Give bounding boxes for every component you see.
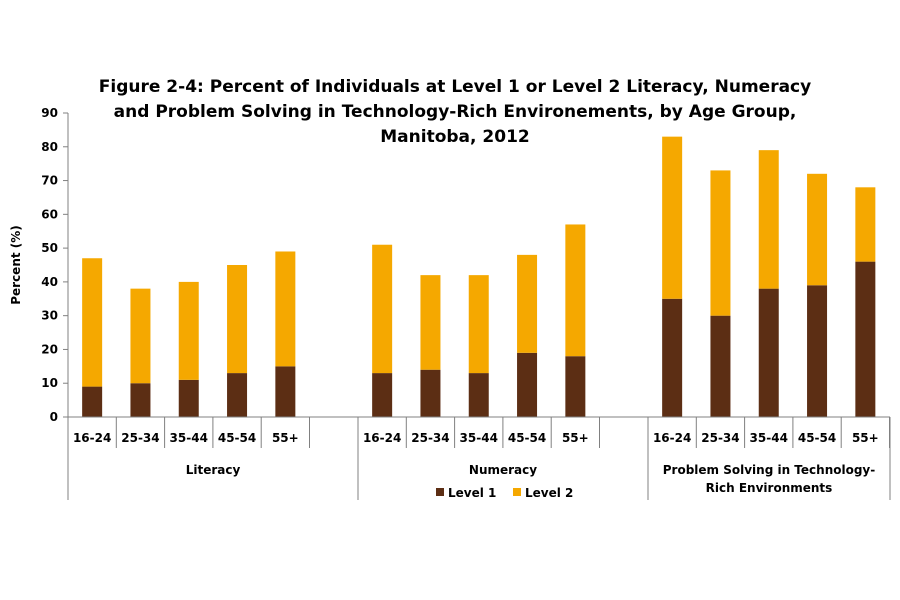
bar-level2 — [662, 136, 683, 299]
bar-level1 — [130, 383, 151, 417]
x-tick-label: 25-34 — [701, 431, 739, 445]
bar-level1 — [517, 352, 538, 417]
x-tick-label: 16-24 — [363, 431, 401, 445]
bar-level1 — [372, 373, 393, 417]
bar-level1 — [807, 285, 828, 417]
legend-label: Level 1 — [448, 486, 496, 500]
x-tick-label: 35-44 — [460, 431, 498, 445]
chart-title-line: Manitoba, 2012 — [380, 127, 529, 147]
x-tick-label: 35-44 — [170, 431, 208, 445]
y-tick-label: 50 — [41, 241, 58, 255]
x-group-label: Literacy — [186, 463, 241, 477]
bar-level2 — [710, 170, 731, 316]
y-tick-label: 40 — [41, 275, 58, 289]
y-tick-label: 60 — [41, 207, 58, 221]
bar-level2 — [420, 275, 441, 370]
x-tick-label: 16-24 — [653, 431, 691, 445]
bar-level2 — [758, 150, 779, 289]
plot-area — [82, 136, 876, 417]
bar-level1 — [855, 261, 876, 417]
bar-level1 — [178, 379, 199, 417]
x-tick-label: 16-24 — [73, 431, 111, 445]
bar-level2 — [275, 251, 296, 367]
y-tick-label: 20 — [41, 342, 58, 356]
bar-level2 — [807, 173, 828, 286]
x-tick-label: 55+ — [272, 431, 299, 445]
bar-level1 — [82, 386, 103, 417]
y-tick-label: 80 — [41, 140, 58, 154]
bar-level2 — [468, 275, 489, 374]
x-group-label: Numeracy — [469, 463, 537, 477]
x-tick-label: 55+ — [852, 431, 879, 445]
bar-level2 — [855, 187, 876, 262]
x-group-label: Problem Solving in Technology- — [663, 463, 876, 477]
y-axis-title: Percent (%) — [9, 225, 23, 305]
bar-level1 — [662, 298, 683, 417]
bar-level2 — [517, 254, 538, 353]
bar-level2 — [227, 265, 248, 374]
y-tick-label: 10 — [41, 376, 58, 390]
chart-title-line: Figure 2-4: Percent of Individuals at Le… — [99, 77, 811, 97]
bar-level2 — [372, 244, 393, 374]
y-axis: 0 10 20 30 40 50 60 70 80 90 Percent (%) — [9, 106, 69, 424]
bar-level2 — [178, 281, 199, 380]
x-tick-label: 55+ — [562, 431, 589, 445]
legend: Level 1 Level 2 — [436, 486, 573, 500]
bar-level1 — [420, 369, 441, 417]
x-group-label: Rich Environments — [706, 481, 833, 495]
chart-title-line: and Problem Solving in Technology-Rich E… — [114, 102, 797, 122]
x-tick-label: 25-34 — [121, 431, 159, 445]
x-tick-label: 45-54 — [218, 431, 256, 445]
bar-level1 — [275, 366, 296, 417]
x-tick-label: 45-54 — [508, 431, 546, 445]
bar-level2 — [82, 258, 103, 387]
bar-level2 — [565, 224, 586, 357]
legend-swatch — [436, 488, 444, 496]
chart-title: Figure 2-4: Percent of Individuals at Le… — [99, 77, 811, 147]
legend-swatch — [513, 488, 521, 496]
bar-level1 — [758, 288, 779, 417]
bar-level1 — [227, 373, 248, 417]
x-tick-label: 25-34 — [411, 431, 449, 445]
x-axis: 16-24 25-34 35-44 45-54 55+ Literacy 16-24 25-3… — [67, 416, 891, 500]
x-tick-label: 45-54 — [798, 431, 836, 445]
bar-level1 — [468, 373, 489, 417]
bar-level1 — [565, 356, 586, 417]
x-tick-label: 35-44 — [750, 431, 788, 445]
bar-level2 — [130, 288, 151, 384]
y-tick-label: 70 — [41, 174, 58, 188]
legend-label: Level 2 — [525, 486, 573, 500]
y-tick-label: 0 — [50, 410, 58, 424]
bar-level1 — [710, 315, 731, 417]
y-tick-label: 90 — [41, 106, 58, 120]
y-tick-label: 30 — [41, 309, 58, 323]
